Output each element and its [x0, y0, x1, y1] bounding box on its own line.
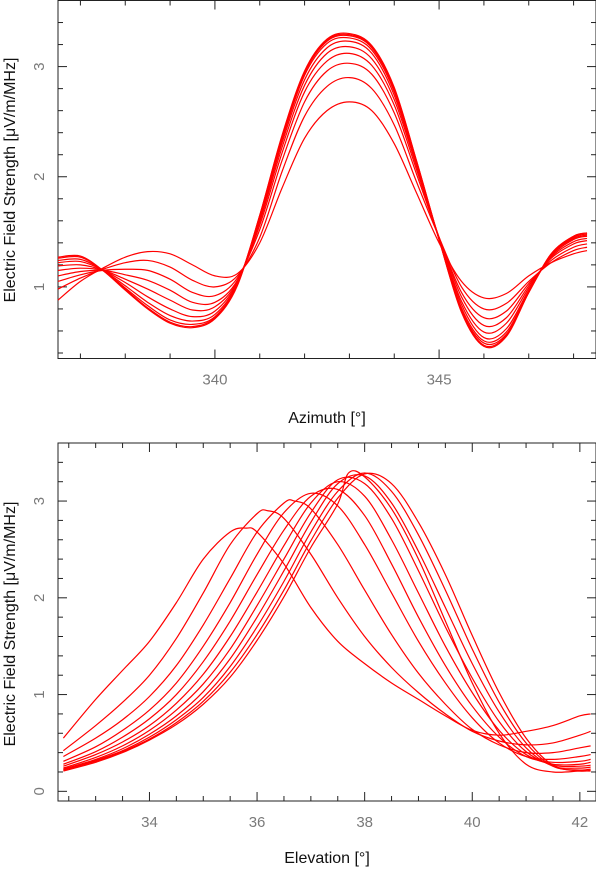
- plot-frame: [57, 442, 596, 802]
- field-strength-curve: [63, 499, 591, 758]
- x-axis-title: Azimuth [°]: [288, 410, 366, 427]
- x-tick-label: 38: [356, 814, 373, 831]
- field-strength-curve: [57, 101, 588, 301]
- y-tick-label: 3: [31, 497, 48, 505]
- x-tick-label: 36: [249, 814, 266, 831]
- y-tick-labels: 1 2 3: [31, 62, 48, 291]
- field-strength-curve: [57, 32, 588, 349]
- axis-ticks: [58, 443, 596, 801]
- field-strength-curve: [63, 487, 591, 765]
- field-strength-curve: [57, 34, 588, 346]
- y-tick-label: 2: [31, 594, 48, 602]
- field-strength-curve: [57, 45, 588, 334]
- y-tick-label: 1: [31, 690, 48, 698]
- x-tick-label: 340: [202, 372, 227, 389]
- field-strength-curve: [63, 472, 591, 771]
- y-tick-label: 1: [31, 283, 48, 291]
- x-tick-label: 42: [572, 814, 589, 831]
- y-axis-title: Electric Field Strength [μV/m/MHz]: [2, 58, 19, 303]
- field-strength-curve: [62, 527, 591, 739]
- x-tick-labels: 340 345: [202, 372, 451, 389]
- field-strength-curve: [63, 472, 591, 772]
- y-tick-label: 0: [31, 787, 48, 795]
- field-strength-curve: [63, 492, 591, 762]
- x-axis-title: Elevation [°]: [284, 850, 370, 867]
- x-tick-labels: 34 36 38 40 42: [141, 814, 588, 831]
- elevation-chart: 34 36 38 40 42 0 1 2 3 Elevation [°] Electric F…: [2, 442, 596, 867]
- field-strength-curve: [63, 474, 591, 770]
- field-strength-curve: [57, 62, 588, 320]
- x-tick-label: 40: [464, 814, 481, 831]
- y-axis-title: Electric Field Strength [μV/m/MHz]: [2, 502, 19, 747]
- y-tick-label: 3: [31, 62, 48, 70]
- azimuth-curves: [57, 32, 588, 349]
- field-strength-curve: [57, 40, 588, 340]
- elevation-curves: [62, 470, 591, 773]
- y-tick-label: 2: [31, 173, 48, 181]
- x-tick-label: 34: [141, 814, 158, 831]
- field-strength-curve: [57, 77, 588, 311]
- field-strength-curve: [57, 33, 588, 348]
- field-strength-curve: [63, 481, 591, 767]
- field-strength-curve: [63, 470, 591, 773]
- field-strength-curve: [57, 36, 588, 343]
- azimuth-chart: 340 345 1 2 3 Azimuth [°] Electric Field St…: [2, 0, 596, 427]
- axis-ticks: [58, 0, 596, 359]
- y-tick-labels: 0 1 2 3: [31, 497, 48, 796]
- field-strength-curve: [63, 476, 591, 769]
- field-strength-curve: [57, 52, 588, 328]
- plot-frame: [57, 0, 596, 359]
- x-tick-label: 345: [427, 372, 452, 389]
